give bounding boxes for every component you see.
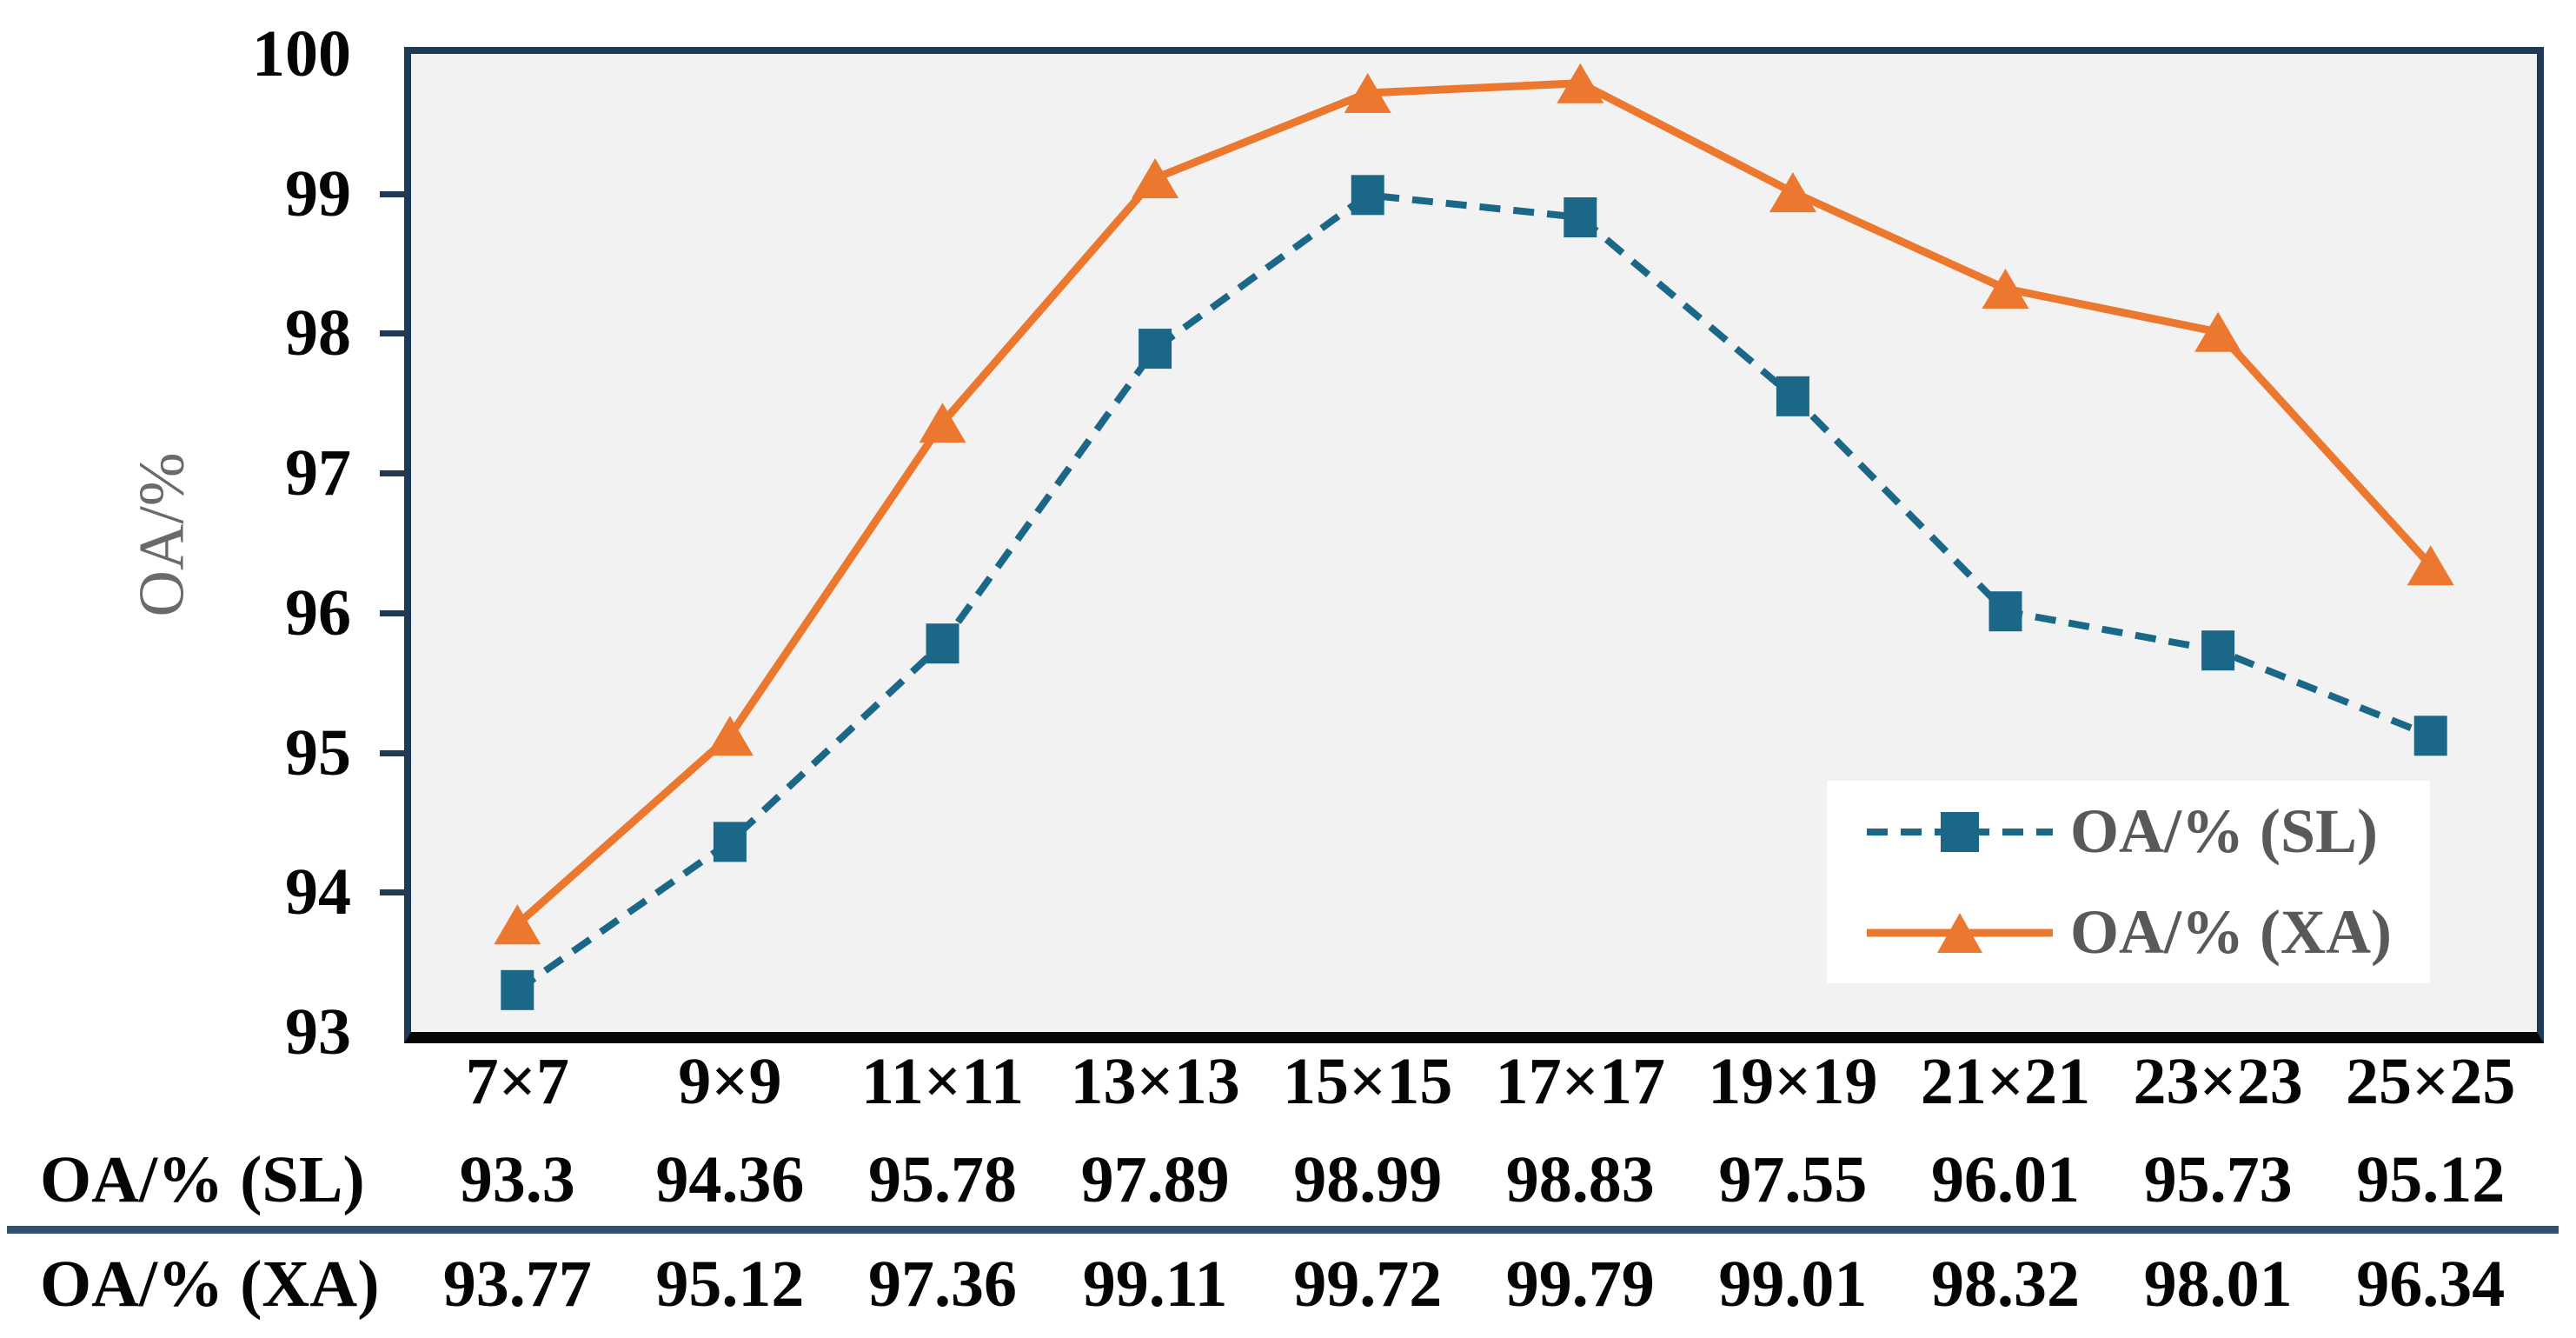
series-marker-square xyxy=(1988,591,2022,632)
series-marker-triangle xyxy=(2194,311,2242,352)
legend-label-xa: OA/% (XA) xyxy=(2070,897,2392,967)
table-row-label-xa: OA/% (XA) xyxy=(40,1248,380,1321)
x-axis-label: 15×15 xyxy=(1283,1045,1453,1118)
series-marker-square xyxy=(1351,175,1384,216)
y-tick-label: 95 xyxy=(285,716,351,789)
series-marker-square xyxy=(1139,329,1172,369)
x-axis-label: 9×9 xyxy=(678,1045,782,1118)
x-axis-label: 21×21 xyxy=(1920,1045,2091,1118)
plot-area: OA/% (SL) OA/% (XA) xyxy=(404,47,2544,1043)
series-marker-triangle xyxy=(1344,73,1391,113)
y-tick-label: 94 xyxy=(285,855,351,929)
legend-sample-xa-solid-triangle-icon xyxy=(1867,912,2053,953)
x-axis-label: 25×25 xyxy=(2346,1045,2516,1118)
table-cell: 98.01 xyxy=(2143,1248,2293,1321)
table-cell: 98.99 xyxy=(1293,1143,1443,1216)
series-marker-triangle xyxy=(1557,63,1604,103)
legend-item-sl: OA/% (SL) xyxy=(1827,782,2430,882)
table-cell: 97.89 xyxy=(1080,1143,1230,1216)
table-cell: 98.83 xyxy=(1505,1143,1655,1216)
x-axis-label: 17×17 xyxy=(1495,1045,1665,1118)
table-cell: 95.12 xyxy=(2356,1143,2506,1216)
y-tick-mark xyxy=(380,470,404,477)
series-marker-triangle xyxy=(1982,269,2029,309)
series-marker-triangle xyxy=(1132,158,1179,198)
series-marker-square xyxy=(1776,376,1809,416)
table-cell: 97.55 xyxy=(1718,1143,1868,1216)
y-tick-mark xyxy=(380,749,404,756)
series-marker-square xyxy=(926,623,959,664)
legend-item-xa: OA/% (XA) xyxy=(1827,882,2430,983)
x-axis-label: 7×7 xyxy=(465,1045,569,1118)
y-tick-label: 99 xyxy=(285,156,351,230)
series-marker-square xyxy=(2413,716,2447,756)
x-axis-label: 13×13 xyxy=(1070,1045,1240,1118)
y-tick-mark xyxy=(380,889,404,896)
table-cell: 96.01 xyxy=(1931,1143,2080,1216)
series-marker-square xyxy=(1564,197,1597,237)
series-marker-square xyxy=(2201,630,2235,671)
table-cell: 95.12 xyxy=(655,1248,805,1321)
table-cell: 93.3 xyxy=(459,1143,575,1216)
series-marker-triangle xyxy=(494,904,541,945)
table-cell: 93.77 xyxy=(442,1248,592,1321)
legend-sample-sl-dashed-square-icon xyxy=(1867,811,2053,852)
table-divider-line xyxy=(7,1226,2559,1234)
series-marker-triangle xyxy=(1769,172,1816,213)
series-marker-square xyxy=(501,969,534,1010)
table-cell: 99.72 xyxy=(1293,1248,1443,1321)
table-cell: 95.78 xyxy=(868,1143,1017,1216)
x-axis-label: 11×11 xyxy=(861,1045,1024,1118)
series-marker-square xyxy=(713,822,747,862)
x-axis-label: 23×23 xyxy=(2133,1045,2303,1118)
table-cell: 97.36 xyxy=(868,1248,1017,1321)
table-cell: 96.34 xyxy=(2356,1248,2506,1321)
table-cell: 94.36 xyxy=(655,1143,805,1216)
chart-plot-svg xyxy=(494,63,2454,1010)
y-tick-mark xyxy=(380,609,404,616)
y-tick-mark xyxy=(380,330,404,337)
y-tick-label: 100 xyxy=(252,17,351,90)
legend: OA/% (SL) OA/% (XA) xyxy=(1827,781,2430,983)
table-cell: 99.01 xyxy=(1718,1248,1868,1321)
table-row-label-sl: OA/% (SL) xyxy=(40,1143,365,1216)
y-tick-label: 97 xyxy=(285,436,351,510)
series-marker-triangle xyxy=(919,403,966,443)
y-tick-mark xyxy=(380,190,404,197)
series-line-sl xyxy=(515,191,2433,994)
table-cell: 99.79 xyxy=(1505,1248,1655,1321)
y-tick-label: 98 xyxy=(285,296,351,370)
x-axis-label: 19×19 xyxy=(1708,1045,1878,1118)
series-marker-triangle xyxy=(706,716,754,756)
series-line-xa xyxy=(515,79,2434,928)
series-marker-triangle xyxy=(2407,545,2454,586)
y-tick-label: 96 xyxy=(285,576,351,649)
table-cell: 99.11 xyxy=(1082,1248,1228,1321)
table-cell: 98.32 xyxy=(1931,1248,2080,1321)
table-cell: 95.73 xyxy=(2143,1143,2293,1216)
legend-label-sl: OA/% (SL) xyxy=(2070,796,2379,866)
y-tick-label: 93 xyxy=(285,995,351,1068)
